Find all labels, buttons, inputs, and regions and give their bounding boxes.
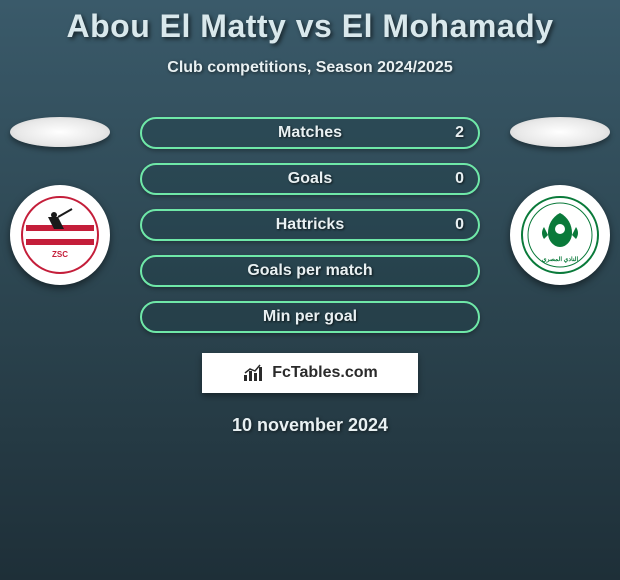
brand-box[interactable]: FcTables.com — [202, 353, 418, 393]
zamalek-badge-icon: ZSC — [20, 195, 100, 275]
svg-text:النادي المصري: النادي المصري — [542, 256, 579, 263]
stat-label: Goals per match — [247, 262, 372, 280]
brand-label: FcTables.com — [272, 364, 378, 382]
stats-list: Matches 2 Goals 0 Hattricks 0 Goals per … — [140, 117, 480, 333]
stat-label: Hattricks — [276, 216, 344, 234]
stat-label: Matches — [278, 124, 342, 142]
comparison-content: ZSC النادي المصري Matches 2 Goals 0 — [0, 117, 620, 436]
right-club-badge: النادي المصري — [510, 185, 610, 285]
subtitle: Club competitions, Season 2024/2025 — [0, 59, 620, 77]
left-club-badge: ZSC — [10, 185, 110, 285]
stat-row-hattricks: Hattricks 0 — [140, 209, 480, 241]
chart-icon — [242, 363, 266, 383]
stat-value-right: 0 — [455, 216, 464, 234]
right-player-column: النادي المصري — [500, 117, 620, 285]
stat-value-right: 2 — [455, 124, 464, 142]
left-player-oval — [10, 117, 110, 147]
almasry-badge-icon: النادي المصري — [520, 195, 600, 275]
stat-row-goals: Goals 0 — [140, 163, 480, 195]
page-title: Abou El Matty vs El Mohamady — [0, 0, 620, 45]
stat-label: Min per goal — [263, 308, 357, 326]
stat-row-goals-per-match: Goals per match — [140, 255, 480, 287]
stat-row-min-per-goal: Min per goal — [140, 301, 480, 333]
stat-label: Goals — [288, 170, 332, 188]
date-label: 10 november 2024 — [0, 415, 620, 436]
svg-text:ZSC: ZSC — [52, 250, 68, 259]
stat-value-right: 0 — [455, 170, 464, 188]
stat-row-matches: Matches 2 — [140, 117, 480, 149]
right-player-oval — [510, 117, 610, 147]
left-player-column: ZSC — [0, 117, 120, 285]
